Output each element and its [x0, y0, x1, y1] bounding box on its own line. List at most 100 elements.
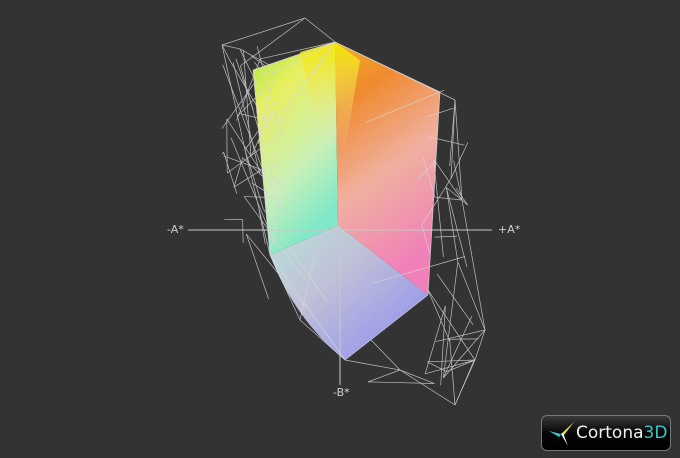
wire-edge [240, 17, 306, 67]
wire-edge [449, 99, 456, 167]
wire-edge [453, 160, 463, 201]
wire-edge [426, 136, 465, 146]
wire-outline [454, 99, 463, 201]
wire-inner-edge [252, 41, 336, 71]
cortona3d-logo[interactable]: Cortona3D [541, 415, 671, 451]
wire-edge [449, 339, 456, 406]
wire-edge [241, 113, 280, 124]
wire-edge [443, 316, 473, 378]
wire-edge [399, 369, 435, 384]
wire-edge [274, 112, 278, 121]
wire-edge [440, 305, 446, 386]
wire-outline [269, 254, 301, 321]
wire-edge [445, 187, 459, 262]
wire-edge [264, 167, 271, 256]
wire-edge [246, 233, 307, 308]
wire-edge [253, 61, 267, 77]
wire-edge [221, 44, 240, 50]
wire-edge [221, 78, 258, 129]
wire-edge [421, 225, 431, 256]
wire-inner-edge [344, 294, 429, 361]
wire-outline [221, 44, 246, 151]
wire-edge [226, 118, 280, 201]
wire-outline [299, 319, 346, 361]
wire-inner-edge [269, 254, 346, 361]
wire-edge [244, 149, 264, 210]
wire-edge [427, 289, 451, 343]
wire-edge [436, 273, 474, 325]
wire-edge [422, 157, 436, 198]
wireframe-gamut [221, 17, 486, 406]
wire-edge [450, 142, 469, 179]
wire-edge [455, 188, 469, 206]
wire-edge [239, 48, 276, 121]
wire-edge [230, 137, 276, 245]
wire-edge [368, 381, 435, 384]
wire-outline [474, 329, 486, 361]
wire-edge [243, 50, 252, 157]
wire-inner-edge [252, 69, 271, 256]
wire-edge [427, 289, 476, 361]
wire-edge [443, 329, 486, 379]
wire-edge [232, 62, 261, 175]
wire-edge [245, 233, 269, 300]
gamut-face-right [335, 42, 440, 295]
wire-edge [257, 80, 273, 144]
logo-suffix: 3D [643, 423, 668, 443]
wire-edge [236, 89, 264, 117]
wire-edge [365, 89, 445, 123]
wire-edge [283, 41, 336, 112]
wire-edge [445, 187, 468, 267]
gamut-face-bottom [270, 225, 428, 360]
wire-edge [424, 305, 446, 374]
wire-edge [433, 159, 463, 201]
wire-edge [276, 179, 282, 186]
wire-edge [260, 41, 336, 60]
wire-edge [265, 41, 336, 77]
wire-edge [446, 359, 476, 373]
wire-edge [427, 361, 447, 373]
wire-edge [435, 329, 486, 342]
wire-edge [236, 58, 261, 121]
wire-edge [244, 196, 291, 199]
wire-edge [258, 209, 266, 245]
wire-inner-edge [334, 41, 441, 93]
axis-label-neg-a: -A* [167, 223, 184, 236]
wire-edge [457, 261, 486, 331]
wire-edge [372, 256, 466, 284]
wire-edge [367, 369, 401, 383]
gamut-solid [253, 42, 440, 360]
wire-edge [239, 48, 274, 68]
wire-edge [250, 111, 273, 157]
wire-edge [223, 151, 238, 194]
wire-edge [417, 160, 437, 180]
wire-edge [446, 187, 463, 201]
wire-edge [223, 155, 264, 171]
wire-edge [244, 111, 273, 151]
wire-outline [399, 369, 456, 406]
wire-edge [434, 235, 458, 238]
wire-edge [435, 196, 463, 201]
wire-edge [272, 111, 285, 179]
wire-edge [454, 359, 475, 406]
wire-edge [251, 55, 278, 76]
wire-outline [304, 17, 336, 43]
axis-label-pos-a: +A* [498, 223, 521, 236]
wire-outline [221, 17, 306, 46]
wire-outline [344, 359, 401, 371]
wire-edge [269, 199, 280, 256]
wire-edge [433, 159, 444, 257]
wire-edge [425, 359, 476, 375]
wire-edge [263, 208, 328, 303]
axis-label-neg-b: -B* [333, 386, 350, 399]
wire-edge [222, 64, 264, 171]
wire-edge [299, 252, 316, 321]
wire-edge [221, 44, 232, 63]
wire-edge [239, 65, 273, 179]
wire-edge [421, 178, 452, 226]
star-icon [549, 422, 574, 446]
wire-edge [425, 107, 454, 118]
wire-edge [233, 167, 265, 188]
wire-outline [461, 199, 486, 331]
